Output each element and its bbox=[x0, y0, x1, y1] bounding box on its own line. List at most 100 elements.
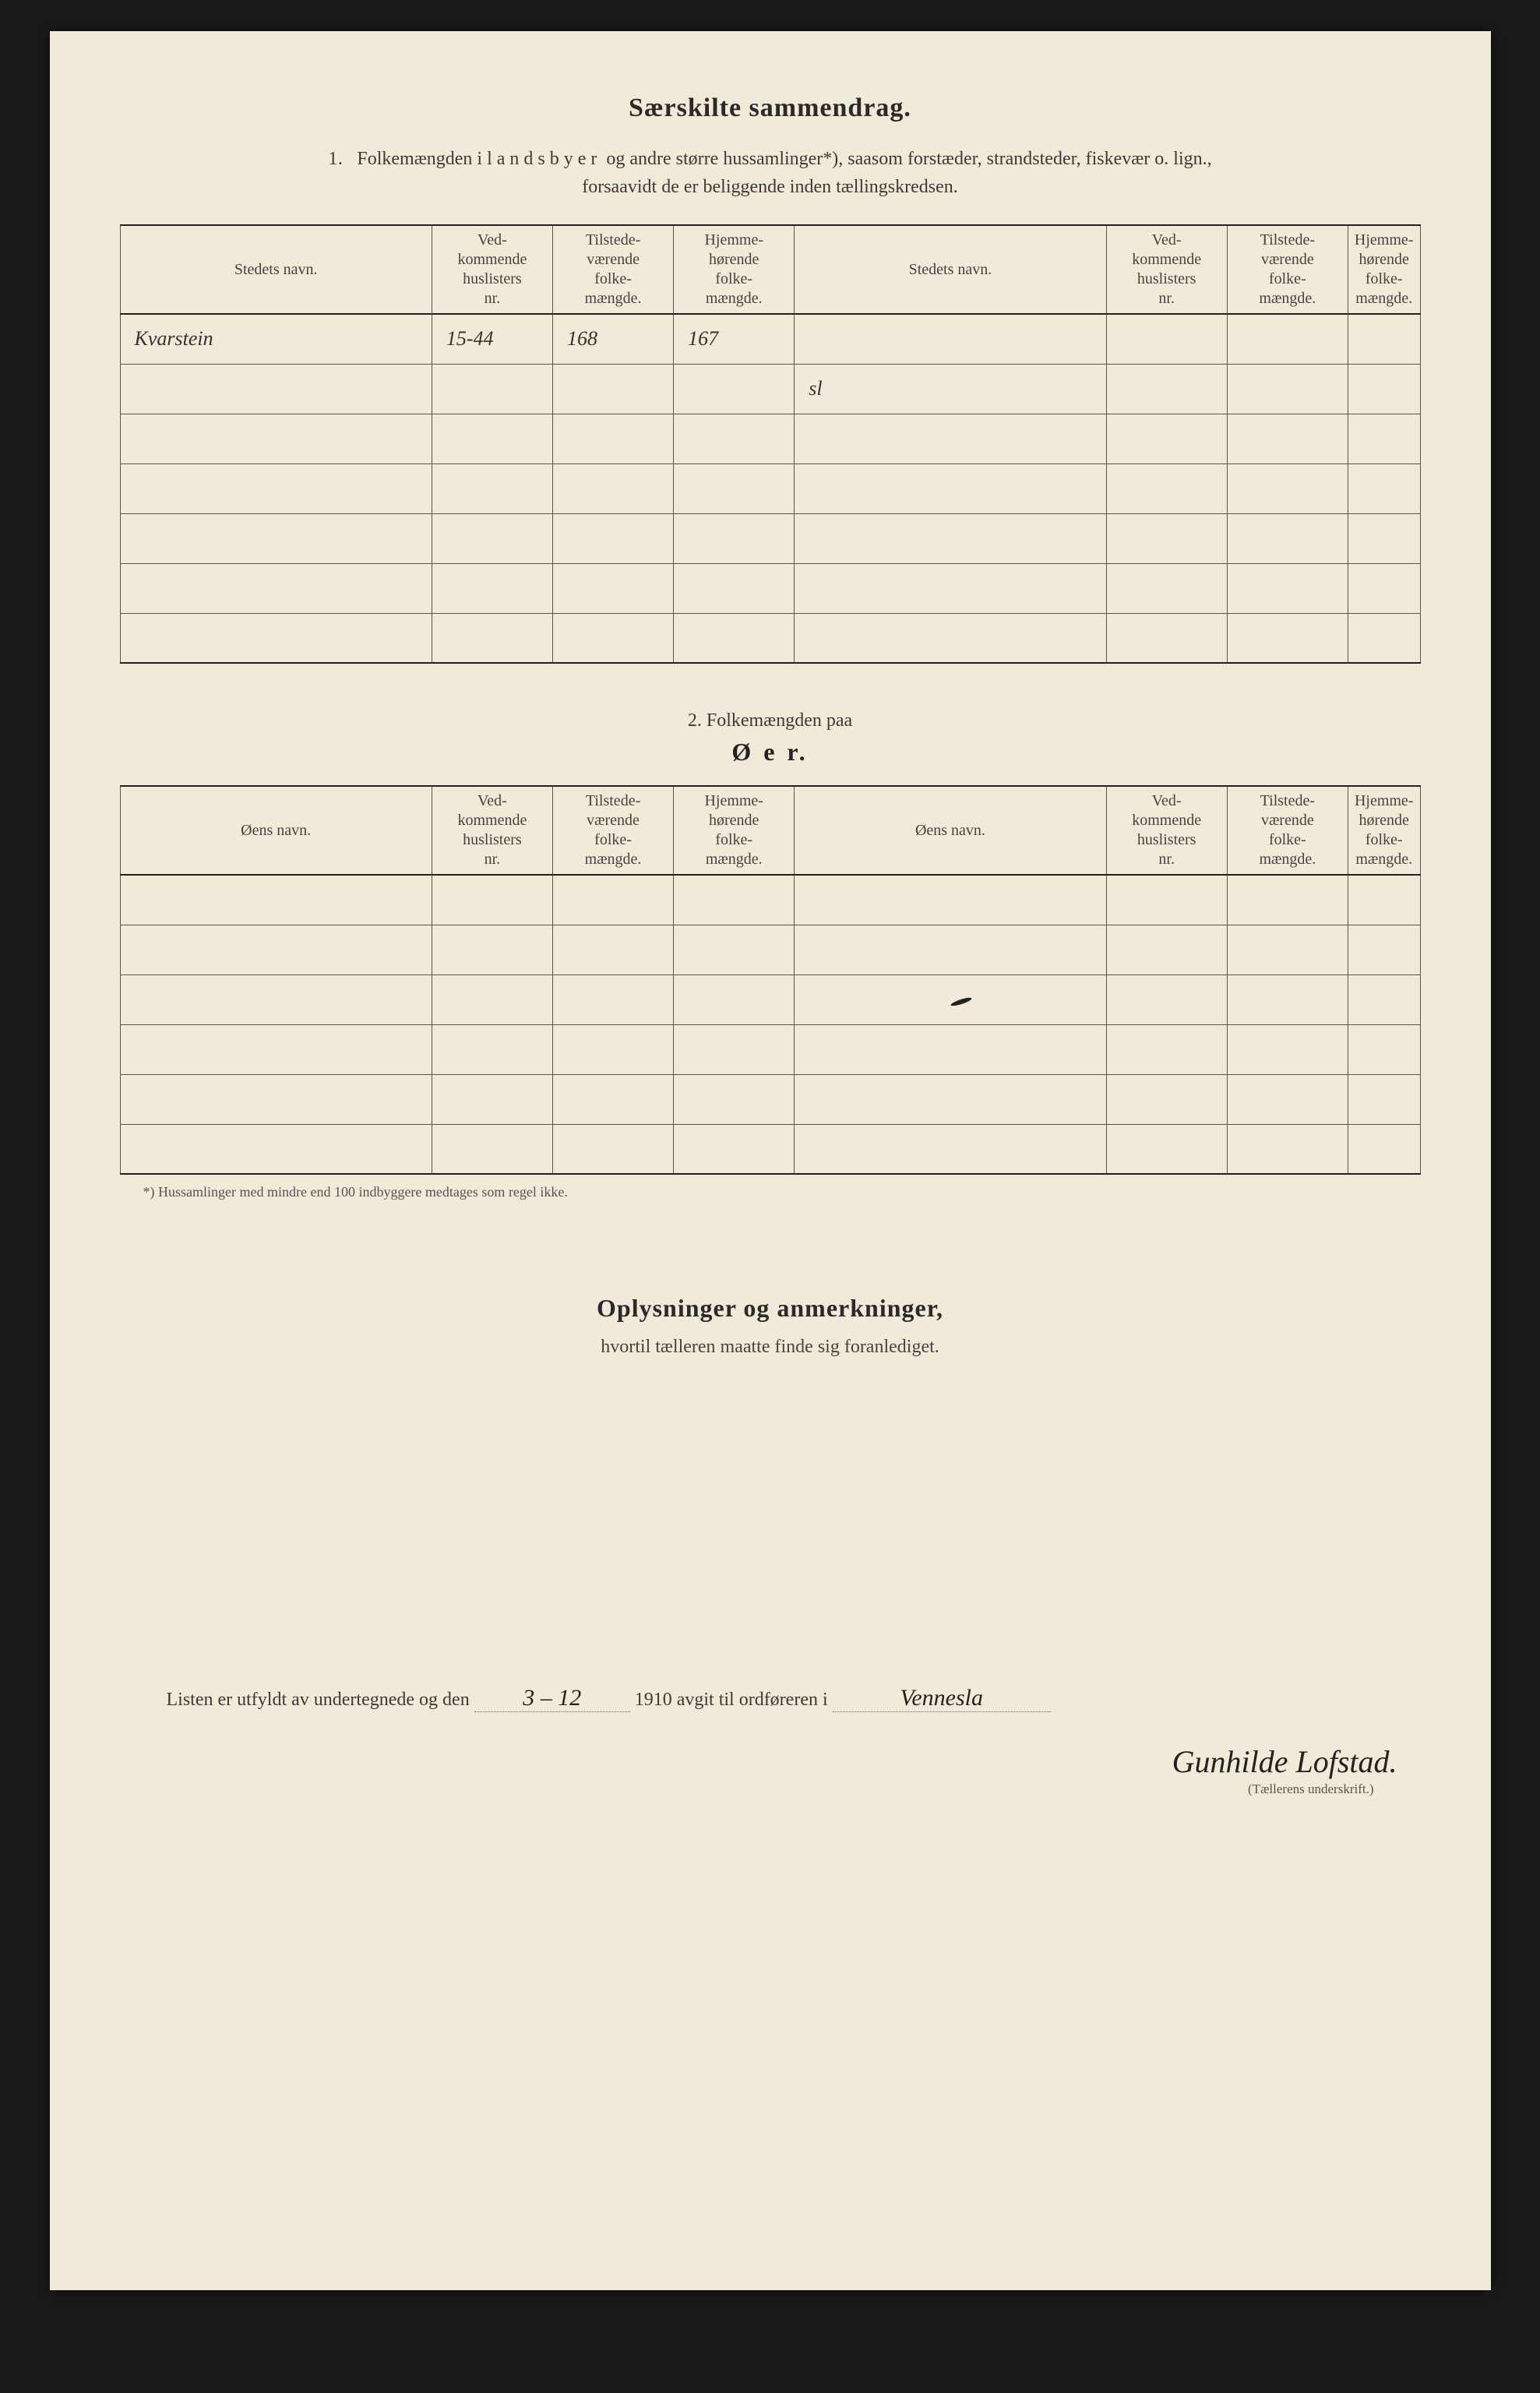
table-cell: 168 bbox=[553, 314, 674, 364]
table-cell bbox=[1348, 513, 1420, 563]
table-cell bbox=[432, 1074, 552, 1124]
table-cell bbox=[1227, 1024, 1348, 1074]
section2-line1: 2. Folkemængden paa bbox=[120, 710, 1421, 731]
table-cell bbox=[120, 974, 432, 1024]
table-cell bbox=[120, 613, 432, 663]
table-row bbox=[120, 513, 1420, 563]
table-cell bbox=[552, 1074, 673, 1124]
th2-h3-right: Hjemme- hørende folke- mængde. bbox=[1348, 786, 1420, 875]
table-cell bbox=[1106, 1024, 1227, 1074]
table-row bbox=[120, 414, 1420, 463]
table-cell bbox=[1106, 414, 1227, 463]
table-cell bbox=[1106, 1074, 1227, 1124]
table-cell bbox=[795, 563, 1106, 613]
sign-pre: Listen er utfyldt av undertegnede og den bbox=[167, 1690, 470, 1710]
table1-header-row: Stedets navn. Ved- kommende huslisters n… bbox=[120, 225, 1420, 314]
table-row bbox=[120, 1124, 1420, 1174]
section1-spaced-word: landsbyer bbox=[487, 149, 601, 169]
table-cell bbox=[674, 613, 795, 663]
table-cell bbox=[432, 1024, 552, 1074]
table-cell bbox=[432, 613, 552, 663]
table-cell bbox=[795, 1124, 1106, 1174]
table-cell bbox=[1348, 414, 1420, 463]
signature-line: Listen er utfyldt av undertegnede og den… bbox=[120, 1685, 1421, 1712]
table-cell bbox=[120, 513, 432, 563]
table-cell bbox=[674, 875, 795, 925]
table-cell bbox=[1106, 1124, 1227, 1174]
table-cell bbox=[1348, 364, 1420, 414]
table-cell bbox=[1348, 314, 1420, 364]
table-cell bbox=[1227, 414, 1348, 463]
table-cell bbox=[795, 314, 1106, 364]
table-cell bbox=[120, 414, 432, 463]
table-cell bbox=[552, 875, 673, 925]
table-cell bbox=[120, 563, 432, 613]
table-cell bbox=[674, 414, 795, 463]
table-cell bbox=[120, 1024, 432, 1074]
table-row: Kvarstein15-44168167 bbox=[120, 314, 1420, 364]
sign-date: 3 – 12 bbox=[474, 1685, 630, 1712]
table-cell bbox=[120, 463, 432, 513]
table-cell bbox=[674, 1074, 795, 1124]
table-cell bbox=[120, 364, 432, 414]
table-cell bbox=[1348, 875, 1420, 925]
table-cell bbox=[1227, 875, 1348, 925]
table-cell bbox=[120, 1124, 432, 1174]
th2-h1-right: Ved- kommende huslisters nr. bbox=[1106, 786, 1227, 875]
th-h2-right: Tilstede- værende folke- mængde. bbox=[1227, 225, 1348, 314]
th-h1-right: Ved- kommende huslisters nr. bbox=[1106, 225, 1227, 314]
table-cell bbox=[553, 463, 674, 513]
table-cell bbox=[432, 1124, 552, 1174]
table-cell bbox=[120, 1074, 432, 1124]
table-cell bbox=[795, 925, 1106, 974]
table-cell bbox=[432, 925, 552, 974]
table-cell bbox=[1106, 364, 1227, 414]
table-row: sl bbox=[120, 364, 1420, 414]
table-row bbox=[120, 1024, 1420, 1074]
table-cell bbox=[553, 613, 674, 663]
table-cell bbox=[553, 563, 674, 613]
table-cell bbox=[432, 563, 552, 613]
table-cell bbox=[795, 414, 1106, 463]
table-cell bbox=[1227, 563, 1348, 613]
table-cell bbox=[1227, 1124, 1348, 1174]
table-cell bbox=[795, 1074, 1106, 1124]
th-h1-left: Ved- kommende huslisters nr. bbox=[432, 225, 552, 314]
oplysninger-title: Oplysninger og anmerkninger, bbox=[120, 1294, 1421, 1323]
table-cell bbox=[795, 974, 1106, 1024]
table-cell bbox=[674, 364, 795, 414]
table-cell bbox=[553, 513, 674, 563]
section1-text-b: og andre større hussamlinger*), saasom f… bbox=[601, 149, 1211, 169]
table-row bbox=[120, 613, 1420, 663]
table-cell bbox=[120, 875, 432, 925]
signature-caption: (Tællerens underskrift.) bbox=[120, 1782, 1421, 1797]
signature-name: Gunhilde Lofstad. bbox=[120, 1743, 1421, 1780]
table-cell: sl bbox=[795, 364, 1106, 414]
signature-block: Listen er utfyldt av undertegnede og den… bbox=[120, 1685, 1421, 1797]
th2-h3-left: Hjemme- hørende folke- mængde. bbox=[674, 786, 795, 875]
oplysninger-sub: hvortil tælleren maatte finde sig foranl… bbox=[120, 1337, 1421, 1358]
table-cell bbox=[553, 414, 674, 463]
table-cell: 167 bbox=[674, 314, 795, 364]
table-cell: Kvarstein bbox=[120, 314, 432, 364]
table-cell bbox=[432, 414, 552, 463]
table-cell: 15-44 bbox=[432, 314, 552, 364]
section2-heading: 2. Folkemængden paa Ø e r. bbox=[120, 710, 1421, 767]
table-row bbox=[120, 925, 1420, 974]
table-cell bbox=[1227, 1074, 1348, 1124]
table-cell bbox=[1106, 314, 1227, 364]
table-cell bbox=[674, 925, 795, 974]
table-cell bbox=[795, 875, 1106, 925]
table-cell bbox=[1348, 1074, 1420, 1124]
table-section1: Stedets navn. Ved- kommende huslisters n… bbox=[120, 224, 1421, 664]
table-cell bbox=[432, 513, 552, 563]
table-cell bbox=[674, 463, 795, 513]
table-cell bbox=[1106, 613, 1227, 663]
table-cell bbox=[1227, 364, 1348, 414]
table-cell bbox=[1348, 1124, 1420, 1174]
table-cell bbox=[432, 875, 552, 925]
table-cell bbox=[674, 513, 795, 563]
table-cell bbox=[1227, 513, 1348, 563]
table-cell bbox=[1106, 974, 1227, 1024]
table-cell bbox=[1106, 875, 1227, 925]
